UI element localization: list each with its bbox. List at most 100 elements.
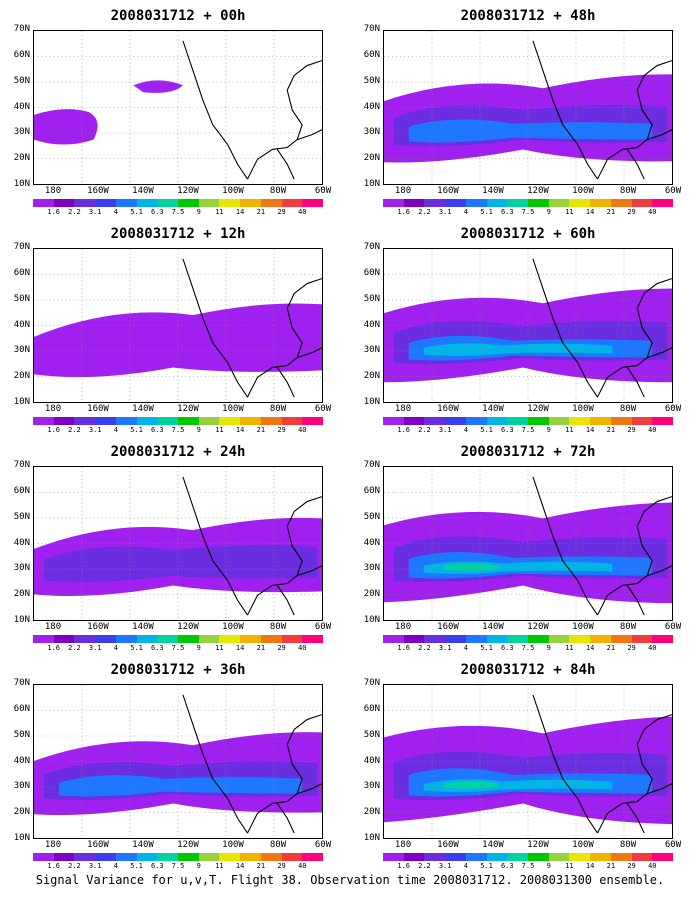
longitude-label: 160W: [437, 840, 459, 850]
latitude-label: 70N: [363, 460, 380, 470]
latitude-label: 50N: [13, 293, 30, 304]
latitude-label: 70N: [13, 24, 30, 34]
latitude-label: 10N: [13, 833, 30, 843]
longitude-label: 80W: [269, 186, 287, 196]
colorbar-swatch: [302, 417, 324, 425]
colorbar-swatch: [74, 635, 96, 643]
colorbar-swatch: [219, 853, 241, 861]
colorbar-swatch: [157, 635, 179, 643]
longitude-label: 140W: [132, 622, 154, 632]
latitude-label: 40N: [363, 537, 380, 548]
colorbar-swatch: [445, 635, 466, 643]
figure-caption: Signal Variance for u,v,T. Flight 38. Ob…: [35, 873, 665, 887]
latitude-label: 50N: [363, 293, 380, 304]
colorbar-label: 7.5: [171, 644, 185, 652]
colorbar-swatch: [590, 635, 611, 643]
colorbar-label: 21: [606, 426, 616, 434]
colorbar-label: 21: [256, 426, 266, 434]
longitude-label: 120W: [177, 186, 199, 196]
longitude-label: 80W: [619, 186, 637, 196]
map-canvas: [384, 685, 672, 838]
longitude-label: 100W: [572, 622, 594, 632]
colorbar-label: 11: [565, 644, 574, 652]
colorbar-swatch: [465, 853, 487, 861]
colorbar-swatch: [53, 199, 75, 207]
longitude-label: 140W: [482, 840, 504, 850]
longitude-label: 160W: [437, 404, 459, 414]
colorbar-swatch: [260, 417, 282, 425]
colorbar-label: 29: [277, 208, 286, 216]
coastline: [182, 476, 322, 616]
latitude-label: 20N: [363, 371, 380, 382]
colorbar-label: 1.6: [397, 862, 411, 870]
colorbar-swatch: [33, 635, 54, 643]
latitude-label: 40N: [13, 319, 30, 330]
colorbar-swatch: [281, 199, 303, 207]
colorbar-swatch: [507, 199, 529, 207]
colorbar-label: 2.2: [68, 644, 81, 652]
colorbar-label: 14: [585, 426, 595, 434]
latitude-label: 60N: [363, 485, 380, 496]
colorbar-swatch: [157, 199, 179, 207]
longitude-label: 80W: [269, 840, 287, 850]
colorbar-swatch: [302, 853, 324, 861]
map-canvas: [34, 249, 322, 402]
latitude-label: 70N: [13, 460, 30, 470]
latitude-label: 30N: [13, 127, 30, 138]
colorbar-label: 2.2: [418, 208, 431, 216]
colorbar-swatch: [240, 635, 261, 643]
colorbar-swatch: [178, 417, 199, 425]
colorbar-swatch: [302, 199, 324, 207]
map-canvas: [34, 31, 322, 184]
longitude-label: 80W: [619, 840, 637, 850]
longitude-label: 120W: [527, 622, 549, 632]
colorbar-label: 5.1: [130, 644, 143, 652]
colorbar-swatch: [445, 417, 466, 425]
colorbar-swatch: [590, 417, 611, 425]
latitude-label: 30N: [363, 781, 380, 792]
longitude-label: 180: [44, 186, 62, 196]
colorbar-swatch: [424, 199, 446, 207]
colorbar: [383, 853, 674, 861]
variance-map: [383, 248, 673, 403]
latitude-label: 40N: [13, 537, 30, 548]
colorbar-label: 7.5: [521, 644, 535, 652]
colorbar-label: 21: [606, 862, 616, 870]
panel-title: 2008031712 + 60h: [460, 226, 596, 242]
latitude-label: 40N: [363, 101, 380, 112]
panel-title: 2008031712 + 36h: [110, 662, 246, 678]
colorbar-label: 14: [235, 208, 245, 216]
colorbar-label: 40: [648, 862, 657, 870]
colorbar-swatch: [403, 199, 425, 207]
longitude-label: 180: [44, 840, 62, 850]
colorbar-label: 14: [585, 208, 595, 216]
longitude-label: 120W: [527, 186, 549, 196]
colorbar-label: 14: [235, 644, 245, 652]
latitude-label: 20N: [363, 807, 380, 818]
colorbar-label: 40: [648, 426, 657, 434]
colorbar-swatch: [652, 635, 674, 643]
colorbar-label: 11: [565, 862, 574, 870]
latitude-label: 60N: [13, 49, 30, 60]
longitude-label: 100W: [222, 404, 244, 414]
colorbar: [33, 417, 324, 425]
colorbar-label: 6.3: [500, 426, 514, 434]
latitude-label: 10N: [13, 397, 30, 407]
colorbar-label: 29: [627, 426, 636, 434]
colorbar-swatch: [302, 635, 324, 643]
colorbar-label: 3.1: [438, 208, 452, 216]
longitude-label: 160W: [87, 186, 109, 196]
colorbar-label: 2.2: [418, 426, 431, 434]
colorbar-label: 7.5: [171, 208, 185, 216]
variance-contour: [443, 781, 499, 789]
map-canvas: [384, 467, 672, 620]
colorbar-label: 21: [606, 644, 616, 652]
latitude-label: 50N: [13, 75, 30, 86]
colorbar-swatch: [219, 199, 241, 207]
latitude-label: 40N: [13, 755, 30, 766]
longitude-label: 120W: [177, 622, 199, 632]
longitude-label: 140W: [132, 404, 154, 414]
colorbar-swatch: [198, 417, 220, 425]
colorbar-swatch: [240, 199, 261, 207]
colorbar-label: 40: [298, 644, 307, 652]
